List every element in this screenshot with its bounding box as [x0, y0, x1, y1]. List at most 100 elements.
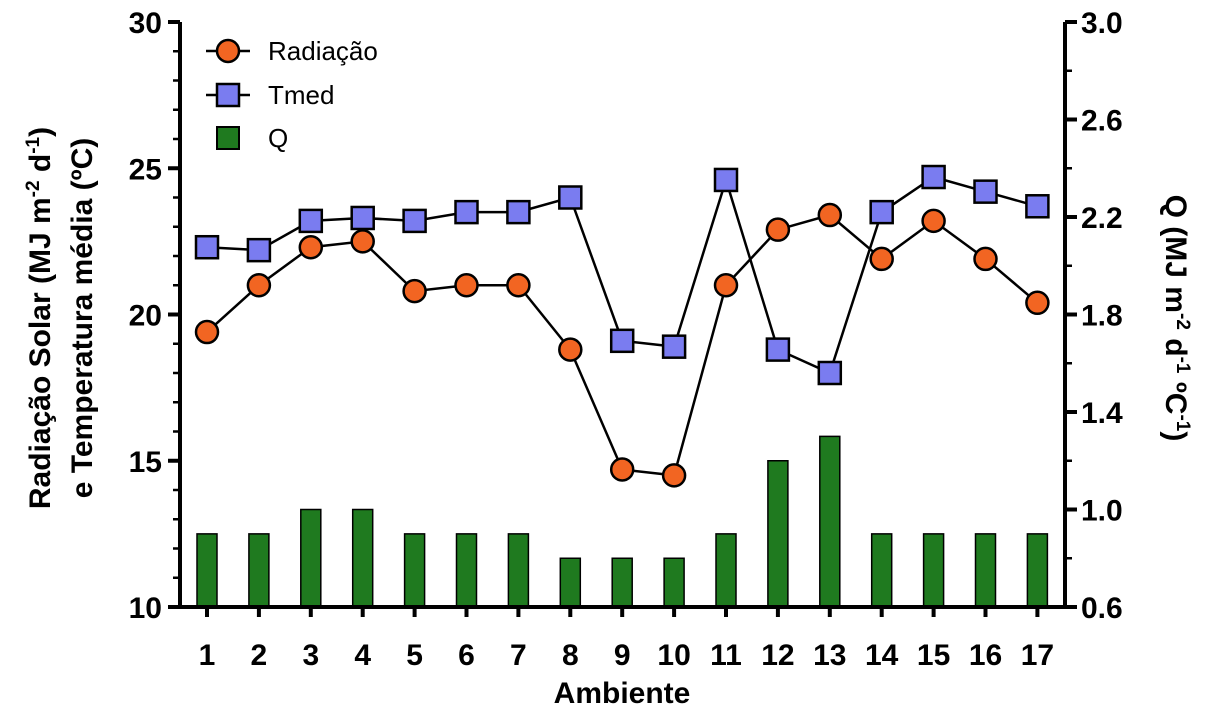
- label-part: ): [1159, 431, 1192, 441]
- point-radiacao-16: [973, 246, 998, 272]
- x-tick-label: 12: [761, 639, 794, 672]
- label-part: -2: [23, 180, 44, 197]
- legend-marker-radiacao: [215, 38, 241, 64]
- y-left-tick-label: 25: [129, 153, 162, 186]
- x-axis-title: Ambiente: [554, 677, 691, 710]
- legend-label-tmed: Tmed: [268, 80, 334, 110]
- point-radiacao-17: [1025, 290, 1050, 316]
- point-radiacao-14: [869, 246, 894, 272]
- bar-q-14: [870, 533, 893, 608]
- axes-layer: [168, 20, 1077, 617]
- y-left-tick-label: 20: [129, 300, 162, 333]
- x-tick-label: 4: [354, 639, 371, 672]
- bar-q-13: [819, 435, 841, 608]
- point-radiacao-15: [921, 208, 946, 234]
- lines-layer: [206, 175, 1039, 477]
- y-left-tick-label: 15: [129, 446, 162, 479]
- point-radiacao-8: [558, 337, 583, 362]
- x-tick-label: 8: [562, 639, 579, 672]
- bar-q-1: [196, 533, 218, 608]
- x-tick-label: 16: [969, 639, 1002, 672]
- x-tick-label: 1: [199, 639, 216, 672]
- x-tick-label: 14: [865, 639, 899, 672]
- y-right-tick-label: 3.0: [1081, 7, 1123, 40]
- point-tmed-2: [246, 237, 272, 263]
- x-tick-label: 13: [813, 639, 846, 672]
- bar-q-2: [248, 533, 270, 608]
- point-radiacao-6: [454, 273, 479, 298]
- bar-q-9: [611, 557, 633, 608]
- point-radiacao-9: [609, 457, 635, 482]
- bar-q-10: [663, 557, 685, 608]
- point-radiacao-3: [298, 234, 324, 260]
- point-tmed-7: [506, 199, 531, 225]
- label-part: -1: [23, 136, 44, 153]
- point-radiacao-11: [713, 273, 739, 298]
- x-tick-label: 17: [1021, 639, 1054, 672]
- y-right-tick-label: 0.6: [1081, 592, 1123, 625]
- point-tmed-15: [921, 164, 946, 190]
- point-radiacao-4: [350, 229, 375, 254]
- point-tmed-16: [973, 179, 998, 204]
- point-radiacao-1: [194, 319, 220, 345]
- label-part: -2: [1172, 313, 1193, 330]
- point-tmed-11: [713, 167, 739, 193]
- label-part: ): [24, 127, 57, 137]
- x-tick-label: 9: [614, 639, 631, 672]
- x-tick-label: 11: [710, 639, 742, 672]
- bar-q-11: [715, 533, 737, 608]
- bar-q-3: [300, 508, 322, 608]
- y-left-tick-label: 10: [129, 592, 162, 625]
- x-tick-label: 15: [917, 639, 950, 672]
- y-right-tick-label: 1.4: [1081, 397, 1123, 430]
- legend-marker-tmed: [215, 82, 241, 108]
- point-tmed-6: [454, 199, 479, 225]
- point-tmed-10: [661, 334, 687, 359]
- x-tick-label: 7: [510, 639, 527, 672]
- bar-q-7: [507, 533, 530, 608]
- point-tmed-9: [609, 328, 635, 354]
- label-part: d: [24, 154, 57, 181]
- point-radiacao-2: [246, 273, 272, 298]
- legend-label-q: Q: [268, 123, 288, 153]
- legend-marker-q: [216, 126, 240, 150]
- y-left-axis-title-line1: Radiação Solar (MJ m-2 d-1): [23, 127, 57, 509]
- y-left-tick-label: 30: [129, 7, 162, 40]
- point-tmed-8: [558, 185, 583, 210]
- x-tick-label: 6: [458, 639, 475, 672]
- point-tmed-12: [765, 337, 791, 362]
- label-part: Radiação Solar (MJ m: [24, 197, 57, 509]
- markers-layer: [194, 164, 1050, 488]
- y-right-tick-label: 2.6: [1081, 105, 1123, 138]
- point-radiacao-13: [817, 202, 843, 228]
- x-tick-label: 3: [302, 639, 319, 672]
- point-radiacao-10: [661, 463, 687, 488]
- point-tmed-17: [1025, 194, 1050, 219]
- bar-q-4: [351, 508, 374, 608]
- x-tick-label: 2: [251, 639, 268, 672]
- x-tick-label: 10: [657, 639, 690, 672]
- bar-q-12: [767, 460, 789, 608]
- label-part: ºC: [1159, 373, 1192, 414]
- point-tmed-14: [869, 199, 894, 225]
- point-tmed-13: [817, 360, 843, 386]
- bar-q-15: [922, 533, 945, 608]
- point-tmed-3: [298, 208, 324, 234]
- legend: Radiação Tmed Q: [206, 36, 378, 153]
- point-radiacao-5: [402, 278, 427, 304]
- y-right-axis-title: Q (MJ m-2 d-1 ºC-1): [1159, 195, 1193, 442]
- y-right-tick-label: 1.8: [1081, 300, 1123, 333]
- point-radiacao-7: [506, 273, 531, 298]
- label-part: Q (MJ m: [1159, 195, 1192, 313]
- label-part: -1: [1172, 414, 1193, 431]
- x-tick-label: 5: [406, 639, 423, 672]
- point-tmed-1: [194, 234, 220, 260]
- bar-q-16: [974, 533, 997, 608]
- point-tmed-5: [402, 208, 427, 234]
- legend-label-radiacao: Radiação: [268, 36, 378, 66]
- label-part: -1: [1172, 357, 1193, 374]
- label-part: d: [1159, 330, 1192, 357]
- y-right-tick-label: 1.0: [1081, 495, 1123, 528]
